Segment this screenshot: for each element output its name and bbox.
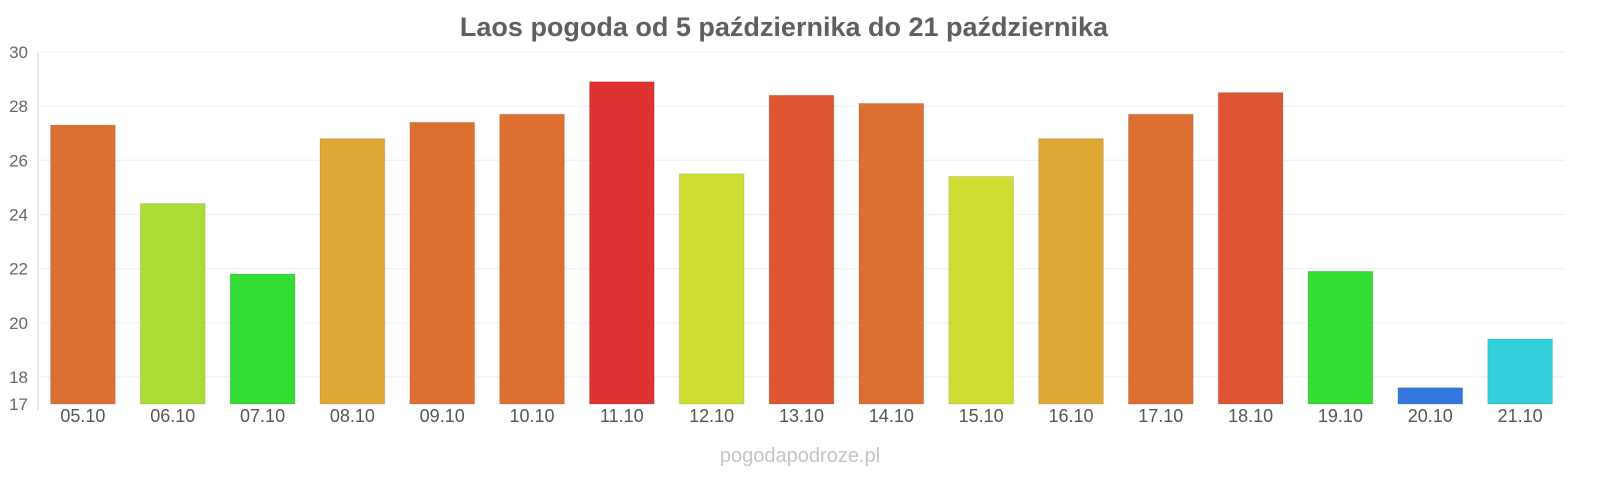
bar-21.10 — [1487, 338, 1553, 405]
y-tick-label: 18 — [9, 368, 28, 387]
chart-title: Laos pogoda od 5 października do 21 paźd… — [460, 12, 1109, 42]
bar-07.10 — [229, 273, 296, 405]
x-tick-label: 17.10 — [1138, 406, 1183, 426]
x-tick-label: 20.10 — [1408, 406, 1453, 426]
bar-13.10 — [768, 94, 835, 405]
y-tick-label: 30 — [9, 43, 28, 62]
bar-06.10 — [139, 203, 206, 405]
bar-19.10 — [1307, 270, 1374, 405]
x-axis-ticks: 05.10 06.10 07.10 08.10 09.10 10.10 11.10 12.10… — [60, 406, 1542, 426]
y-tick-label: 22 — [9, 260, 28, 279]
x-tick-label: 16.10 — [1048, 406, 1093, 426]
y-tick-label: 17 — [9, 395, 28, 414]
x-tick-label: 19.10 — [1318, 406, 1363, 426]
x-tick-label: 18.10 — [1228, 406, 1273, 426]
y-tick-label: 28 — [9, 97, 28, 116]
x-tick-label: 08.10 — [330, 406, 375, 426]
x-tick-label: 10.10 — [510, 406, 555, 426]
bar-17.10 — [1127, 113, 1194, 405]
bar-05.10 — [50, 124, 116, 405]
bar-16.10 — [1038, 138, 1104, 405]
bar-11.10 — [589, 81, 655, 405]
bar-14.10 — [858, 102, 925, 405]
bar-10.10 — [499, 113, 565, 405]
bar-20.10 — [1397, 387, 1464, 405]
x-tick-label: 05.10 — [60, 406, 105, 426]
bar-15.10 — [948, 176, 1014, 405]
x-tick-label: 09.10 — [420, 406, 465, 426]
x-tick-label: 21.10 — [1498, 406, 1543, 426]
y-tick-label: 26 — [9, 151, 28, 170]
x-tick-label: 13.10 — [779, 406, 824, 426]
x-tick-label: 12.10 — [689, 406, 734, 426]
bar-18.10 — [1217, 92, 1284, 405]
x-tick-label: 15.10 — [959, 406, 1004, 426]
watermark: pogodapodroze.pl — [720, 445, 880, 467]
x-tick-label: 07.10 — [240, 406, 285, 426]
x-tick-label: 06.10 — [150, 406, 195, 426]
x-tick-label: 14.10 — [869, 406, 914, 426]
y-axis-ticks: 17 18 20 22 24 26 28 30 — [9, 43, 28, 414]
bar-09.10 — [409, 121, 476, 405]
y-tick-label: 24 — [9, 205, 28, 224]
bars — [50, 81, 1553, 405]
bar-08.10 — [319, 138, 386, 405]
y-tick-label: 20 — [9, 314, 28, 333]
x-tick-label: 11.10 — [600, 406, 644, 426]
bar-12.10 — [678, 173, 745, 405]
